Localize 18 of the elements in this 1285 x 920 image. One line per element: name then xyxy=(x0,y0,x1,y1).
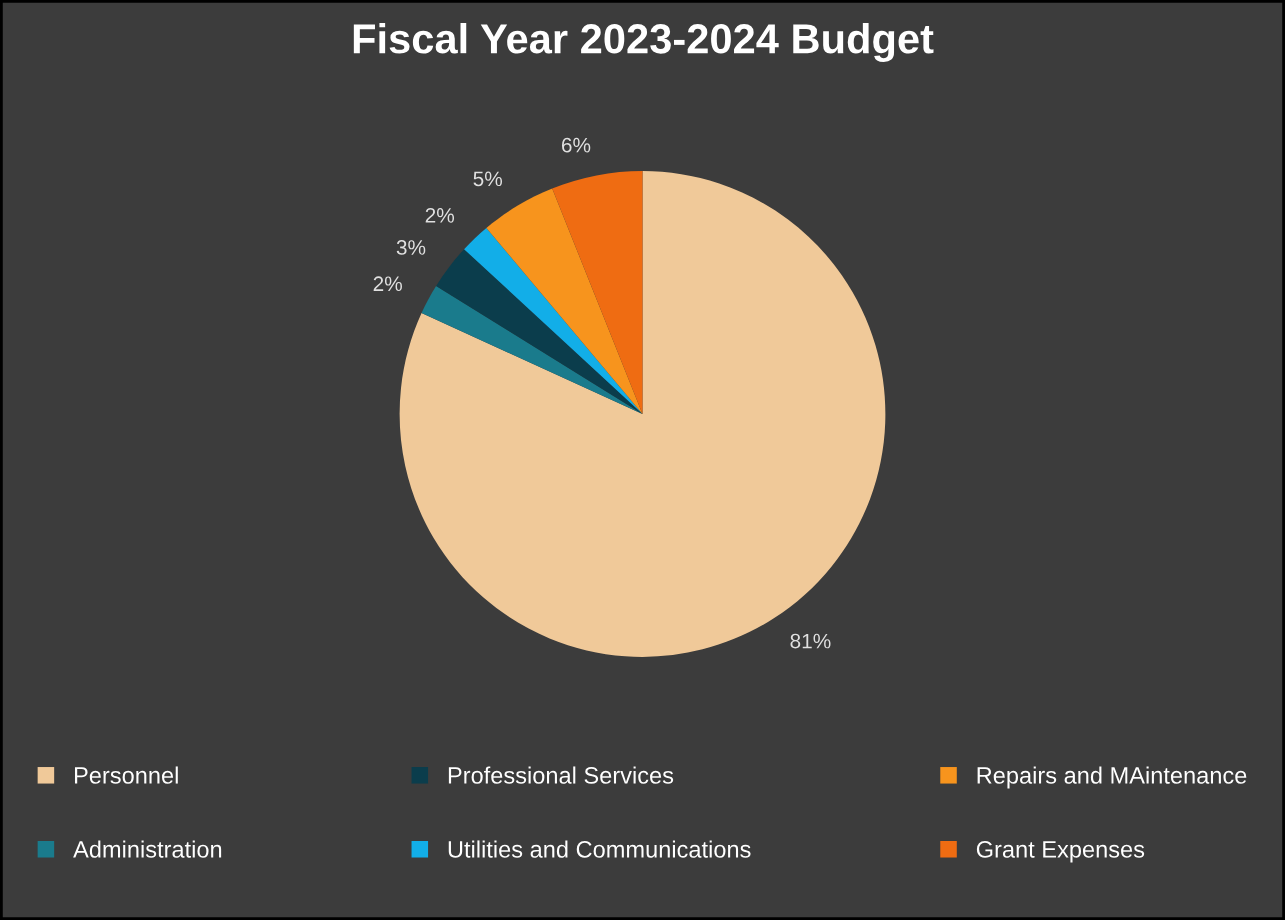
pie-slice xyxy=(552,171,643,414)
legend-label: Repairs and MAintenance xyxy=(977,766,1247,789)
data-label: 3% xyxy=(396,240,426,255)
legend-label: Grant Expenses xyxy=(976,841,1145,863)
legend-label: Personnel xyxy=(74,766,178,784)
data-label: 6% xyxy=(561,137,591,153)
data-label: 81% xyxy=(790,633,831,649)
pie-slice xyxy=(464,227,643,414)
data-label: 2% xyxy=(373,276,402,292)
legend-label: Administration xyxy=(73,840,222,858)
pie-slice xyxy=(436,249,643,414)
data-label: 5% xyxy=(473,171,503,187)
chart-title: Fiscal Year 2023-2024 Budget xyxy=(353,23,934,63)
pie-slice xyxy=(421,285,643,414)
pie-slice xyxy=(486,188,643,414)
legend-label: Professional Services xyxy=(448,766,674,784)
data-label: 2% xyxy=(425,207,455,223)
legend-label: Utilities and Communications xyxy=(448,840,751,858)
